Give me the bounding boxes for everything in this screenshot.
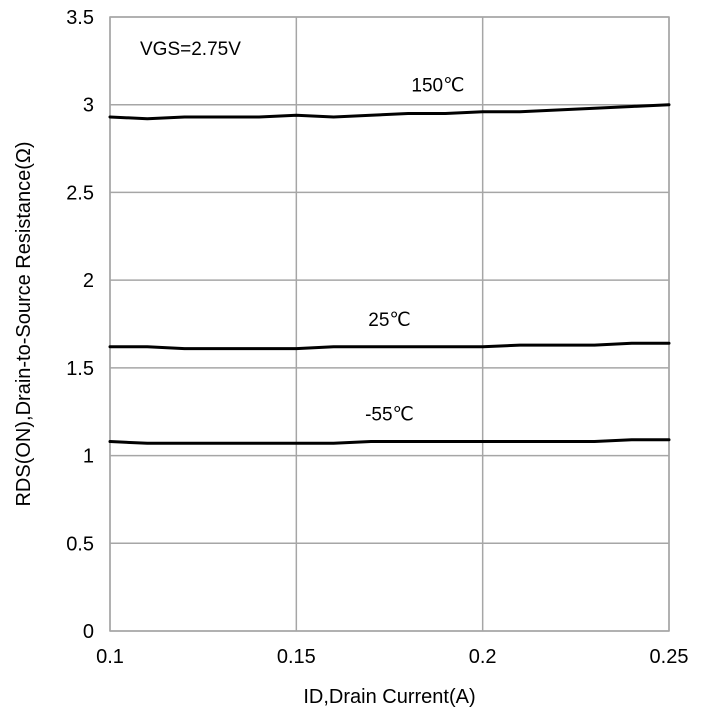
series-layer: 150℃ 25℃ -55℃ [108,75,671,445]
x-tick-label: 0.25 [650,646,689,668]
series-label: 150℃ [411,75,464,96]
x-tick-label: 0.15 [277,646,316,668]
y-tick-label: 1.5 [66,358,94,380]
y-tick-label: 0.5 [66,533,94,555]
x-tick-label: 0.1 [96,646,124,668]
series-label: -55℃ [365,405,414,426]
x-tick-label: 0.2 [469,646,497,668]
y-tick-label: 2.5 [66,182,94,204]
y-tick-label: 3 [83,95,94,117]
plot-area [109,16,670,632]
y-tick-label: 1 [83,446,94,468]
series-line [108,341,671,351]
series-line [108,103,671,121]
series-label: 25℃ [368,310,410,331]
y-axis-title: RDS(ON),Drain-to-Source Resistance(Ω) [13,141,35,506]
y-tick-label: 0 [83,621,94,643]
condition-annotation: VGS=2.75V [140,39,241,60]
tick-labels: 0 0.5 1 1.5 2 2.5 3 3.5 0.1 0.15 0.2 0.25 [66,7,688,668]
x-axis-title: ID,Drain Current(A) [303,686,475,708]
y-tick-label: 2 [83,270,94,292]
series-line [108,438,671,445]
y-tick-label: 3.5 [66,7,94,29]
